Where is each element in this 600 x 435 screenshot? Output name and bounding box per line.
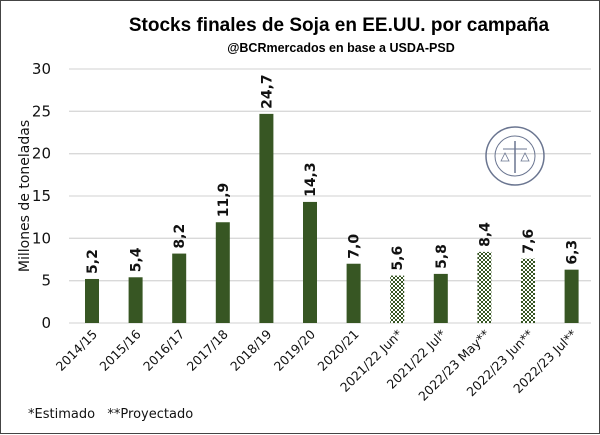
y-tick-label: 20 bbox=[32, 145, 51, 163]
y-tick-label: 10 bbox=[32, 229, 51, 247]
x-tick-label: 2017/18 bbox=[184, 326, 231, 373]
data-label: 7,6 bbox=[521, 229, 537, 254]
bar bbox=[215, 222, 230, 323]
chart-title: Stocks finales de Soja en EE.UU. por cam… bbox=[129, 15, 550, 36]
data-label: 5,8 bbox=[434, 244, 450, 269]
y-tick-label: 5 bbox=[41, 272, 51, 290]
data-label: 8,2 bbox=[172, 224, 188, 249]
x-tick-label: 2019/20 bbox=[271, 326, 318, 373]
x-tick-label: 2018/19 bbox=[227, 326, 274, 373]
bar bbox=[172, 253, 187, 323]
footnote: *Estimado **Proyectado bbox=[28, 407, 193, 422]
y-tick-label: 15 bbox=[32, 187, 51, 205]
bar bbox=[128, 277, 143, 323]
x-tick-label: 2015/16 bbox=[96, 326, 143, 373]
bar bbox=[477, 251, 492, 323]
data-label: 5,4 bbox=[129, 247, 145, 272]
bar bbox=[521, 258, 535, 323]
data-label: 8,4 bbox=[477, 222, 493, 247]
bar bbox=[346, 263, 361, 323]
data-label: 5,6 bbox=[390, 246, 406, 271]
bar bbox=[303, 201, 317, 323]
y-tick-label: 0 bbox=[41, 314, 51, 332]
bar bbox=[433, 273, 448, 323]
data-label: 11,9 bbox=[216, 183, 232, 218]
bar bbox=[390, 275, 405, 323]
data-label: 14,3 bbox=[303, 162, 319, 197]
bar bbox=[259, 113, 274, 323]
data-label: 24,7 bbox=[259, 74, 275, 109]
y-tick-label: 25 bbox=[32, 102, 51, 120]
data-label: 6,3 bbox=[565, 240, 581, 265]
data-label: 7,0 bbox=[347, 234, 363, 259]
y-tick-label: 30 bbox=[32, 60, 51, 78]
x-tick-label: 2014/15 bbox=[53, 327, 100, 374]
x-tick-label: 2016/17 bbox=[140, 327, 187, 374]
chart-subtitle: @BCRmercados en base a USDA-PSD bbox=[227, 41, 455, 55]
data-label: 5,2 bbox=[85, 249, 101, 274]
bcr-seal-watermark bbox=[485, 126, 545, 186]
bar bbox=[85, 278, 99, 323]
y-axis-label: Millones de toneladas bbox=[17, 120, 33, 272]
bar bbox=[564, 269, 579, 323]
